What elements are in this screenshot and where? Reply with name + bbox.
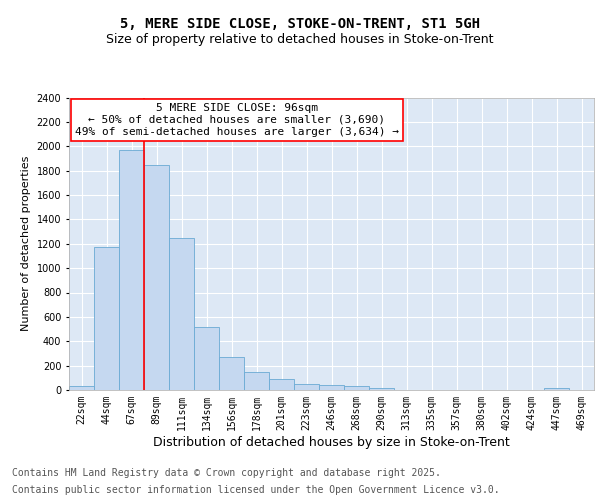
- Bar: [219, 357, 244, 390]
- Bar: [244, 372, 269, 390]
- Bar: [169, 238, 194, 390]
- Text: Size of property relative to detached houses in Stoke-on-Trent: Size of property relative to detached ho…: [106, 32, 494, 46]
- Bar: [119, 150, 144, 390]
- Bar: [144, 164, 169, 390]
- Bar: [294, 384, 319, 390]
- Bar: [269, 379, 294, 390]
- Bar: [194, 327, 219, 390]
- Bar: [544, 388, 569, 390]
- Y-axis label: Number of detached properties: Number of detached properties: [21, 156, 31, 332]
- Text: Contains public sector information licensed under the Open Government Licence v3: Contains public sector information licen…: [12, 485, 500, 495]
- Bar: [69, 386, 94, 390]
- Bar: [369, 388, 394, 390]
- Text: 5 MERE SIDE CLOSE: 96sqm
← 50% of detached houses are smaller (3,690)
49% of sem: 5 MERE SIDE CLOSE: 96sqm ← 50% of detach…: [75, 104, 399, 136]
- Bar: [344, 386, 369, 390]
- Bar: [319, 385, 344, 390]
- Text: Contains HM Land Registry data © Crown copyright and database right 2025.: Contains HM Land Registry data © Crown c…: [12, 468, 441, 477]
- X-axis label: Distribution of detached houses by size in Stoke-on-Trent: Distribution of detached houses by size …: [153, 436, 510, 448]
- Text: 5, MERE SIDE CLOSE, STOKE-ON-TRENT, ST1 5GH: 5, MERE SIDE CLOSE, STOKE-ON-TRENT, ST1 …: [120, 18, 480, 32]
- Bar: [94, 247, 119, 390]
